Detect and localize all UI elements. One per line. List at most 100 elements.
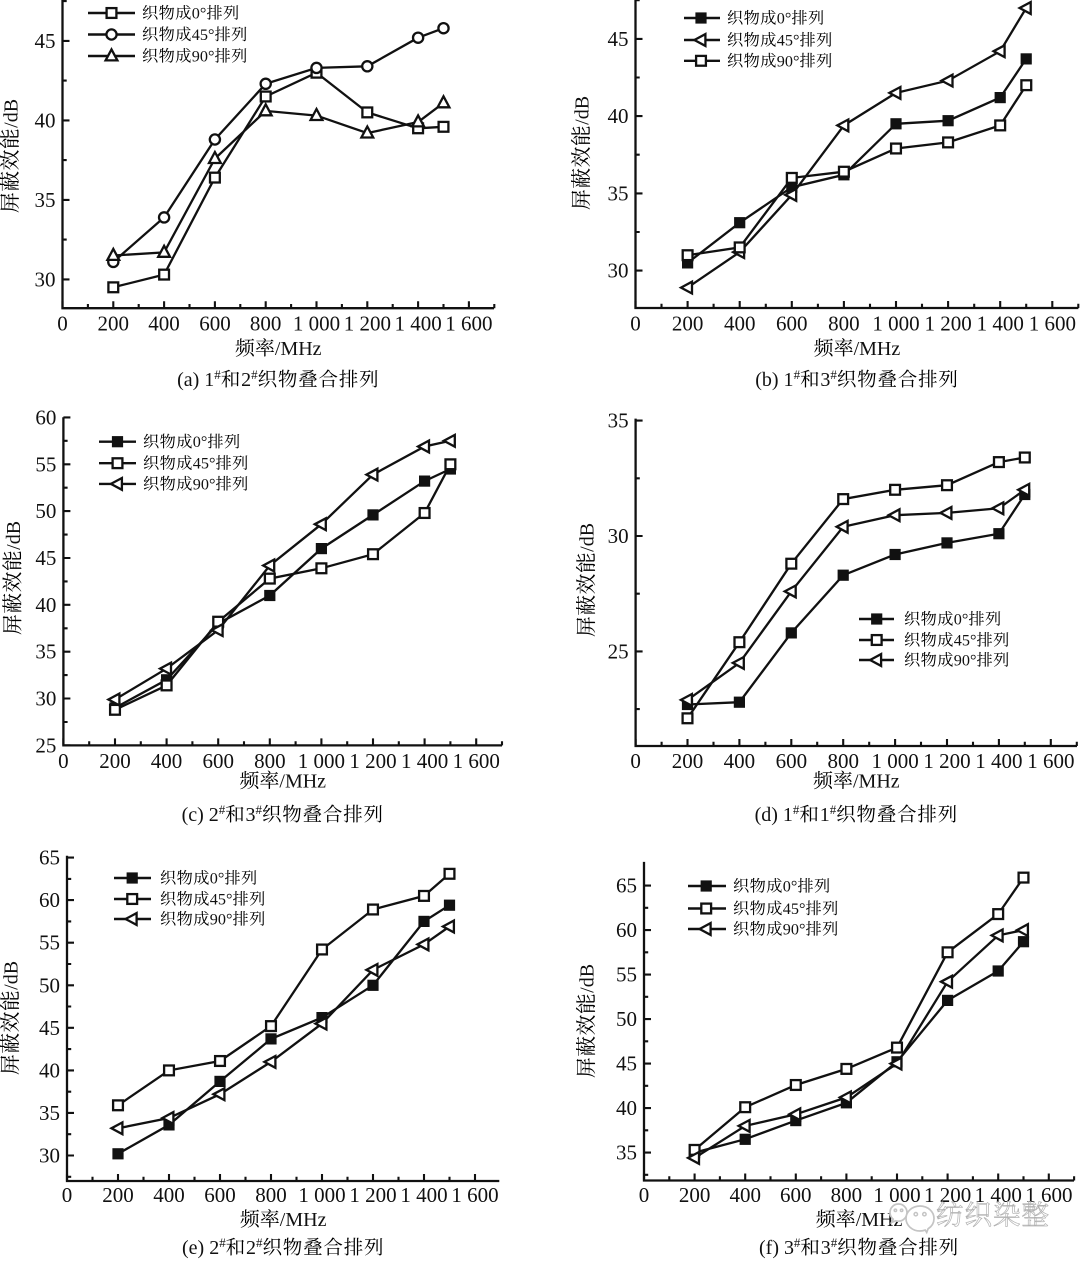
svg-text:45: 45 (35, 546, 56, 570)
svg-text:0: 0 (62, 1183, 73, 1207)
svg-text:800: 800 (828, 312, 860, 336)
svg-text:1 200: 1 200 (349, 1183, 396, 1207)
svg-text:1 200: 1 200 (344, 312, 391, 336)
svg-text:1 000: 1 000 (872, 312, 919, 336)
svg-text:3: 3 (820, 369, 830, 391)
svg-text:1 600: 1 600 (1027, 749, 1074, 773)
svg-text:35: 35 (35, 188, 56, 212)
svg-text:#: # (794, 367, 801, 382)
svg-text:60: 60 (616, 918, 637, 942)
svg-text:35: 35 (35, 640, 56, 664)
svg-text:90°: 90° (192, 48, 215, 66)
svg-text:45: 45 (35, 29, 56, 53)
svg-text:45: 45 (608, 27, 629, 51)
svg-text:40: 40 (39, 1058, 60, 1082)
svg-text:#: # (831, 1235, 838, 1250)
svg-text:200: 200 (672, 312, 704, 336)
svg-text:/dB: /dB (572, 96, 594, 125)
svg-text:0°: 0° (193, 433, 208, 451)
svg-text:30: 30 (39, 1144, 60, 1168)
svg-text:1 400: 1 400 (975, 749, 1022, 773)
svg-text:#: # (794, 1235, 801, 1250)
svg-text:600: 600 (780, 1183, 812, 1207)
svg-text:1 200: 1 200 (924, 1183, 971, 1207)
svg-text:200: 200 (99, 749, 131, 773)
svg-text:200: 200 (98, 312, 130, 336)
svg-text:(f) 3: (f) 3 (759, 1237, 794, 1259)
svg-text:45°: 45° (954, 632, 977, 650)
svg-text:/dB: /dB (577, 964, 599, 993)
svg-text:/MHz: /MHz (279, 771, 326, 793)
svg-text:800: 800 (250, 312, 282, 336)
svg-text:65: 65 (616, 874, 637, 898)
svg-text:90°: 90° (777, 52, 800, 70)
svg-text:0°: 0° (192, 5, 207, 23)
svg-text:1 000: 1 000 (872, 749, 919, 773)
svg-text:60: 60 (39, 888, 60, 912)
svg-text:0: 0 (58, 749, 69, 773)
svg-text:30: 30 (35, 267, 56, 291)
svg-text:(d) 1: (d) 1 (755, 804, 793, 826)
svg-text:/dB: /dB (3, 521, 25, 550)
svg-text:50: 50 (39, 973, 60, 997)
svg-text:#: # (251, 367, 258, 382)
svg-text:/dB: /dB (577, 523, 599, 552)
svg-text:25: 25 (608, 639, 629, 663)
svg-text:#: # (830, 367, 837, 382)
svg-text:3: 3 (821, 1237, 831, 1259)
svg-text:1 600: 1 600 (1025, 1183, 1072, 1207)
svg-text:45: 45 (39, 1016, 60, 1040)
svg-text:#: # (256, 802, 263, 817)
svg-text:#: # (219, 1235, 226, 1250)
svg-text:40: 40 (35, 108, 56, 132)
svg-text:/MHz: /MHz (275, 338, 322, 360)
svg-text:35: 35 (616, 1141, 637, 1165)
svg-text:1 400: 1 400 (401, 749, 448, 773)
svg-text:45°: 45° (192, 26, 215, 44)
svg-text:90°: 90° (210, 911, 233, 929)
svg-text:0: 0 (630, 749, 641, 773)
svg-text:600: 600 (204, 1183, 236, 1207)
svg-text:0°: 0° (777, 10, 792, 28)
svg-text:35: 35 (39, 1101, 60, 1125)
svg-text:1 600: 1 600 (1029, 312, 1076, 336)
svg-text:600: 600 (199, 312, 231, 336)
svg-text:/MHz: /MHz (853, 771, 900, 793)
svg-text:800: 800 (828, 749, 860, 773)
svg-text:0: 0 (57, 312, 67, 336)
svg-text:35: 35 (608, 409, 629, 433)
svg-text:200: 200 (672, 749, 704, 773)
svg-text:3: 3 (246, 804, 256, 826)
svg-text:1: 1 (820, 804, 830, 826)
svg-text:30: 30 (608, 259, 629, 283)
svg-text:1 200: 1 200 (925, 312, 972, 336)
svg-text:400: 400 (724, 312, 756, 336)
svg-text:2: 2 (246, 1237, 256, 1259)
svg-text:55: 55 (39, 931, 60, 955)
svg-text:40: 40 (616, 1096, 637, 1120)
svg-text:/dB: /dB (0, 99, 22, 128)
svg-text:#: # (219, 802, 226, 817)
svg-text:800: 800 (831, 1183, 863, 1207)
svg-text:45°: 45° (783, 900, 806, 918)
svg-text:45°: 45° (210, 891, 233, 909)
svg-text:/MHz: /MHz (280, 1209, 327, 1231)
svg-text:600: 600 (776, 312, 808, 336)
svg-text:0: 0 (630, 312, 641, 336)
svg-text:40: 40 (35, 593, 56, 617)
svg-text:1 600: 1 600 (453, 749, 500, 773)
svg-text:1 000: 1 000 (298, 1183, 345, 1207)
svg-text:1 400: 1 400 (395, 312, 442, 336)
svg-text:#: # (214, 367, 221, 382)
svg-text:0°: 0° (210, 870, 225, 888)
svg-text:400: 400 (148, 312, 180, 336)
svg-text:(e) 2: (e) 2 (182, 1237, 219, 1259)
svg-text:200: 200 (102, 1183, 134, 1207)
svg-text:1 200: 1 200 (923, 749, 970, 773)
svg-text:1 000: 1 000 (293, 312, 340, 336)
svg-text:60: 60 (35, 405, 56, 429)
svg-text:55: 55 (35, 452, 56, 476)
svg-text:#: # (793, 802, 800, 817)
svg-text:2: 2 (241, 369, 251, 391)
svg-text:45: 45 (616, 1052, 637, 1076)
